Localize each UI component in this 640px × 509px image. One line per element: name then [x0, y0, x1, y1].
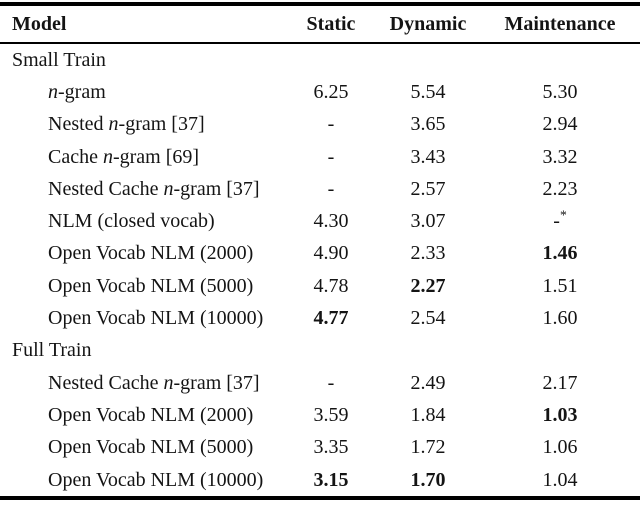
column-header-static: Static [306, 12, 356, 35]
table-bottom-rule [0, 496, 640, 501]
maintenance-value: 1.46 [542, 242, 578, 265]
model-row: Nested Cache n-gram [37] - 2.57 2.23 [0, 173, 640, 205]
section-label: Full Train [12, 339, 92, 362]
maintenance-value: 1.06 [542, 436, 578, 459]
section-header-row: Full Train [0, 335, 640, 367]
static-value: 3.59 [313, 403, 349, 426]
section-label: Small Train [12, 48, 106, 71]
dynamic-value: 2.57 [410, 177, 446, 200]
section-header-row: Small Train [0, 44, 640, 76]
maintenance-value: 3.32 [542, 145, 578, 168]
maintenance-value: 1.60 [542, 307, 578, 330]
model-name: Nested n-gram [37] [48, 113, 205, 136]
dynamic-value: 3.65 [410, 113, 446, 136]
model-row: Open Vocab NLM (10000) 3.15 1.70 1.04 [0, 464, 640, 496]
static-value: 3.15 [313, 468, 349, 491]
dynamic-value: 3.07 [410, 210, 446, 233]
column-header-maintenance: Maintenance [504, 12, 616, 35]
dynamic-value: 2.49 [410, 371, 446, 394]
static-value: 6.25 [313, 80, 349, 103]
static-value: 4.77 [313, 307, 349, 330]
model-name: Nested Cache n-gram [37] [48, 177, 260, 200]
model-row: Open Vocab NLM (2000) 4.90 2.33 1.46 [0, 238, 640, 270]
maintenance-value: 5.30 [542, 80, 578, 103]
maintenance-value: 1.51 [542, 274, 578, 297]
dynamic-value: 1.70 [410, 468, 446, 491]
maintenance-value: 2.23 [542, 177, 578, 200]
model-row: Nested n-gram [37] - 3.65 2.94 [0, 109, 640, 141]
dynamic-value: 2.27 [410, 274, 446, 297]
model-row: Cache n-gram [69] - 3.43 3.32 [0, 141, 640, 173]
static-value: - [327, 177, 335, 200]
dynamic-value: 2.54 [410, 307, 446, 330]
model-row: NLM (closed vocab) 4.30 3.07 -* [0, 205, 640, 237]
table-top-rule [0, 2, 640, 6]
dynamic-value: 1.84 [410, 403, 446, 426]
footnote-asterisk: * [559, 207, 567, 223]
maintenance-value: -* [553, 207, 567, 233]
model-row: Nested Cache n-gram [37] - 2.49 2.17 [0, 367, 640, 399]
model-row: Open Vocab NLM (5000) 4.78 2.27 1.51 [0, 270, 640, 302]
table-body: Small Train n-gram 6.25 5.54 5.30 Nested n-gr… [0, 44, 640, 496]
model-name: Nested Cache n-gram [37] [48, 371, 260, 394]
column-header-dynamic: Dynamic [389, 12, 467, 35]
model-row: Open Vocab NLM (10000) 4.77 2.54 1.60 [0, 302, 640, 334]
model-name: Open Vocab NLM (10000) [48, 307, 264, 330]
maintenance-value: 1.04 [542, 468, 578, 491]
static-value: 4.78 [313, 274, 349, 297]
model-name: Open Vocab NLM (10000) [48, 468, 264, 491]
static-value: 4.90 [313, 242, 349, 265]
model-name: n-gram [48, 80, 106, 103]
dynamic-value: 3.43 [410, 145, 446, 168]
static-value: - [327, 145, 335, 168]
column-header-model: Model [12, 12, 67, 35]
dynamic-value: 1.72 [410, 436, 446, 459]
model-row: Open Vocab NLM (2000) 3.59 1.84 1.03 [0, 399, 640, 431]
model-name: Open Vocab NLM (2000) [48, 403, 254, 426]
model-name: Cache n-gram [69] [48, 145, 200, 168]
model-name: Open Vocab NLM (5000) [48, 436, 254, 459]
model-name: Open Vocab NLM (5000) [48, 274, 254, 297]
dynamic-value: 5.54 [410, 80, 446, 103]
static-value: - [327, 371, 335, 394]
static-value: 3.35 [313, 436, 349, 459]
header-separator-rule [0, 42, 640, 44]
model-row: n-gram 6.25 5.54 5.30 [0, 76, 640, 108]
model-name: NLM (closed vocab) [48, 210, 215, 233]
table-header-row: Model Static Dynamic Maintenance [0, 6, 640, 42]
model-row: Open Vocab NLM (5000) 3.35 1.72 1.06 [0, 432, 640, 464]
model-name: Open Vocab NLM (2000) [48, 242, 254, 265]
maintenance-value: 2.94 [542, 113, 578, 136]
maintenance-value: 1.03 [542, 403, 578, 426]
static-value: - [327, 113, 335, 136]
dynamic-value: 2.33 [410, 242, 446, 265]
maintenance-value: 2.17 [542, 371, 578, 394]
static-value: 4.30 [313, 210, 349, 233]
